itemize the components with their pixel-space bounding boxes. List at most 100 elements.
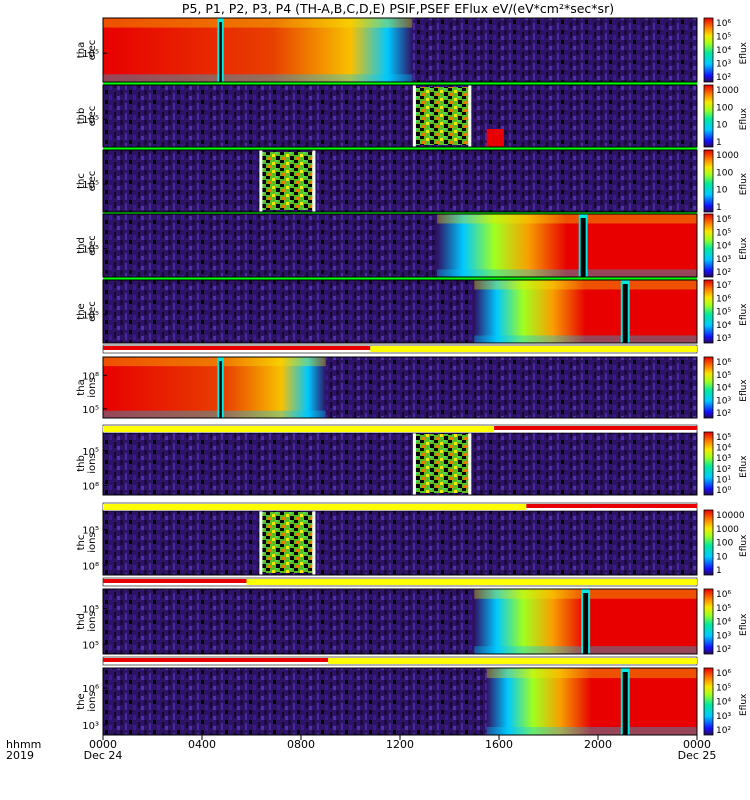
colorbar-tick-label: 10³ (716, 60, 731, 70)
colorbar-tick-label: 10⁴ (716, 618, 731, 628)
panel-ylabel-species: elec (87, 301, 98, 322)
colorbar-tick-label: 10² (716, 268, 731, 278)
panel-ytick-label: 10⁵ (82, 605, 99, 616)
panel-ylabel-species: ions (87, 377, 98, 397)
colorbar-tick-label: 100 (716, 103, 733, 113)
panel-background (103, 85, 697, 147)
panel-frame (102, 17, 698, 83)
colorbar-tick-label: 10² (716, 409, 731, 419)
panel-ytick-label: 10⁸ (82, 561, 99, 572)
colorbar-tick-label: 10 (716, 121, 728, 131)
colorbar-title: Eflux (739, 172, 749, 195)
mode-bar-red-segment (103, 579, 247, 583)
dropout-line (580, 218, 586, 277)
lower-band (103, 74, 413, 82)
panel-ytick-label: 10⁸ (82, 371, 99, 382)
colorbar-the-elec: 10⁷ 10⁶ 10⁵ 10⁴ 10³ Eflux (703, 279, 749, 344)
colorbar-tick-label: 10² (716, 73, 731, 83)
mode-bar-yellow-segment (370, 346, 697, 352)
colorbar-tha-elec: 10⁶ 10⁵ 10⁴ 10³ 10² Eflux (703, 17, 749, 83)
panel-background (103, 510, 697, 575)
dropout-line (622, 284, 628, 343)
colorbar-title: Eflux (739, 379, 749, 402)
colorbar-tick-label: 10 (716, 552, 728, 562)
lower-band (437, 269, 697, 277)
colorbar-tick-label: 10⁴ (716, 444, 731, 454)
panel-ytick-label: 10⁵ (82, 526, 99, 537)
panel-ytick-label: 10³ (82, 721, 99, 732)
dropout-line (583, 593, 589, 654)
panel-ylabel-species: elec (87, 171, 98, 192)
panel-ytick-label: 10⁵ (82, 180, 99, 191)
colorbar-scale (703, 356, 714, 419)
colorbar-tick-label: 10² (716, 726, 731, 736)
colorbar-tick-label: 10⁴ (716, 321, 731, 331)
panel-ylabel-species: ions (87, 532, 98, 552)
colorbar-tick-label: 10⁵ (716, 604, 731, 614)
panel-ytick-label: 10⁵ (82, 49, 99, 60)
panel-frame (102, 84, 698, 148)
colorbar-scale (703, 588, 714, 655)
mode-bar-5 (102, 656, 698, 666)
colorbar-tick-label: 10⁶ (716, 19, 731, 29)
colorbar-tick-label: 10³ (716, 255, 731, 265)
time-axis-tick-label: 0000 (89, 738, 117, 751)
panel-ylabel-probe: thb (76, 108, 87, 125)
colorbar-scale (703, 431, 714, 496)
dropout-line (622, 672, 628, 735)
gap-edge-right (312, 510, 316, 575)
panel-ylabel-species: elec (87, 106, 98, 127)
time-axis-label-hhmm: hhmm (6, 738, 41, 751)
time-axis-label-year: 2019 (6, 749, 34, 762)
colorbar-title: Eflux (739, 693, 749, 716)
panel-ylabel-species: ions (87, 611, 98, 631)
mode-bar-yellow-segment (103, 504, 527, 510)
data-gap-block (261, 512, 314, 573)
mode-bar-red-segment (526, 504, 697, 508)
mode-bar-red-segment (494, 426, 697, 430)
panel-ylabel-probe: thb (76, 455, 87, 472)
gap-edge-right (468, 85, 472, 147)
colorbar-thd-elec: 10⁶ 10⁵ 10⁴ 10³ 10² Eflux (703, 213, 749, 278)
colorbar-tick-label: 10000 (716, 511, 745, 521)
colorbar-scale (703, 279, 714, 344)
data-gap-block (414, 434, 470, 493)
panel-ylabel-probe: thd (76, 613, 87, 630)
panel-frame (102, 149, 698, 213)
mode-bars (102, 344, 698, 666)
panel-ytick-label: 10⁵ (82, 640, 99, 651)
colorbar-tick-label: 10⁷ (716, 281, 731, 291)
colorbar-title: Eflux (739, 237, 749, 260)
panel-ytick-label: 10⁵ (82, 245, 99, 256)
colorbar-tick-label: 10¹ (716, 475, 731, 485)
colorbar-tick-label: 1 (716, 203, 722, 213)
gap-edge-left (412, 85, 416, 147)
colorbar-thc-elec: 1000 100 10 1 Eflux (703, 149, 749, 213)
colorbar-tick-label: 10³ (716, 454, 731, 464)
colorbar-title: Eflux (739, 107, 749, 130)
colorbar-tick-label: 10⁴ (716, 46, 731, 56)
time-axis-date-label: Dec 24 (84, 749, 123, 762)
colorbar-tick-label: 1 (716, 566, 722, 576)
colorbar-scale (703, 213, 714, 278)
lower-band (486, 726, 697, 735)
colorbar-tick-label: 10⁵ (716, 683, 731, 693)
upper-band (103, 357, 326, 367)
panel-frame (102, 588, 698, 655)
colorbar-tick-label: 100 (716, 539, 733, 549)
colorbar-tick-label: 10⁵ (716, 371, 731, 381)
colorbar-scale (703, 84, 714, 148)
colorbar-tick-label: 1000 (716, 151, 739, 161)
gap-edge-left (259, 510, 263, 575)
mode-bar-red-segment (103, 346, 371, 350)
colorbar-title: Eflux (739, 613, 749, 636)
gap-edge-right (468, 432, 472, 495)
